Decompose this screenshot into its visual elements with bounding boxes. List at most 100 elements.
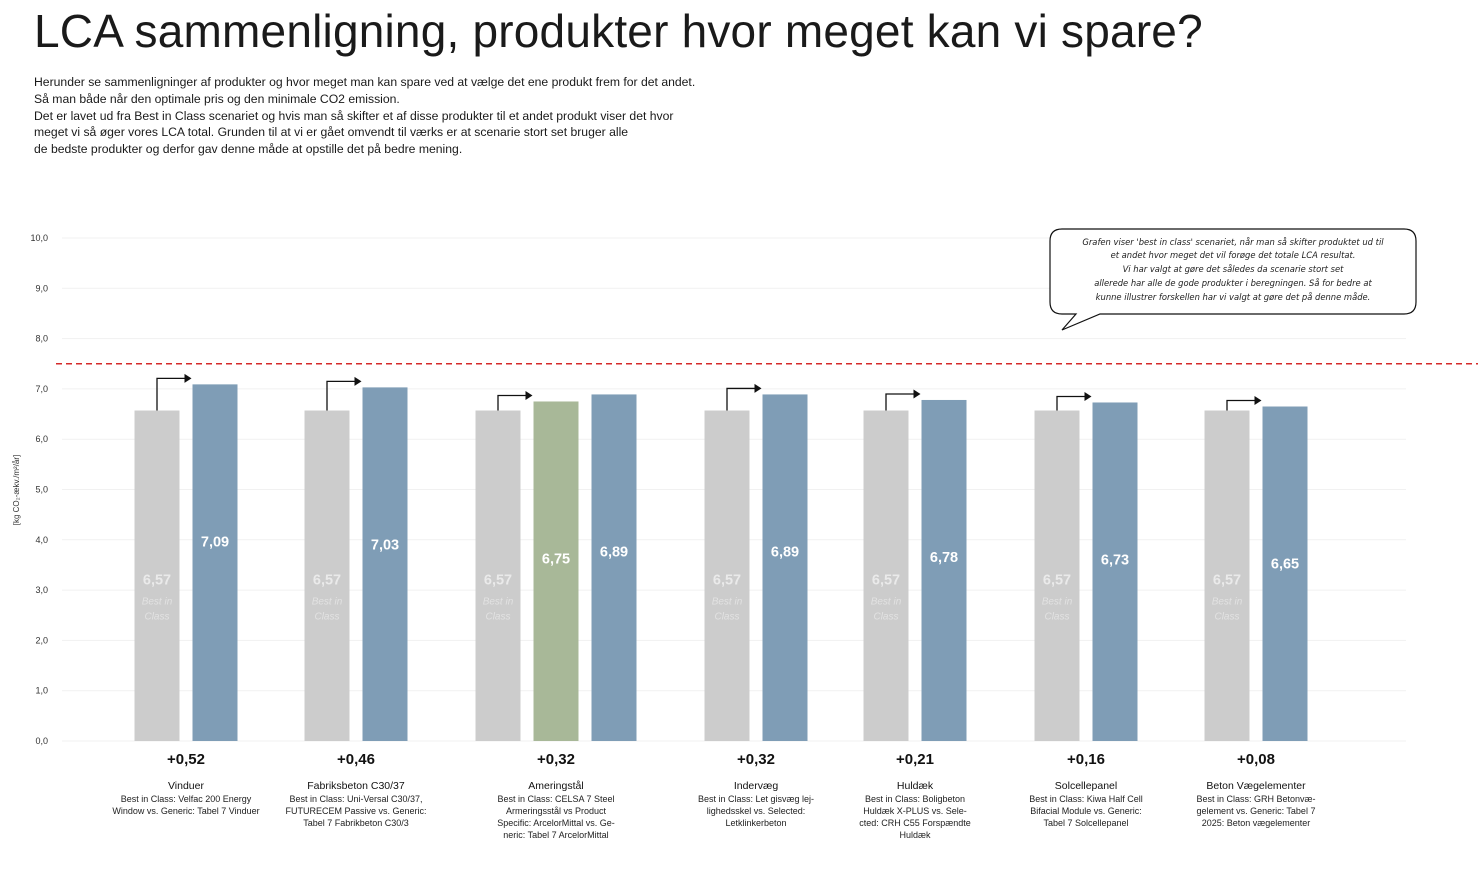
bar-sublabel: Class [485,612,510,623]
bar-value-label: 6,65 [1271,557,1299,573]
connector-arrow [726,387,755,411]
bar-sublabel: Class [873,612,898,623]
connector-arrow [1226,399,1255,411]
category-description: FUTURECEM Passive vs. Generic: [285,806,426,816]
category-label: Ameringstål [528,780,583,792]
connector-arrow [497,394,526,411]
note-line: kunne illustrer forskellen har vi valgt … [1096,292,1371,302]
y-axis-label: [kg CO₂-ækv./m²/år] [12,455,21,526]
arrow-head [354,376,362,386]
intro-line: Det er lavet ud fra Best in Class scenar… [34,108,674,123]
bar-best [863,410,909,741]
y-tick-label: 1,0 [35,686,48,696]
category-description: gelement vs. Generic: Tabel 7 [1197,806,1316,816]
bar-generic [762,394,808,741]
bar-value-label: 6,57 [872,573,900,589]
arrow-head [1084,391,1092,401]
bar-best [1034,410,1080,741]
note-line: allerede har alle de gode produkter i be… [1094,278,1372,288]
delta-label: +0,08 [1237,751,1275,768]
connector-arrow [1056,395,1085,411]
arrow-head [525,390,533,400]
arrow-head [913,389,921,399]
y-tick-label: 0,0 [35,736,48,746]
intro-line: Så man både når den optimale pris og den… [34,91,400,106]
y-tick-label: 10,0 [30,233,48,243]
arrow-head [1254,396,1262,406]
bar-value-label: 6,57 [713,573,741,589]
connector-arrow [156,377,185,411]
category-description: Best in Class: Kiwa Half Cell [1029,794,1143,804]
category-description: 2025: Beton vægelementer [1202,818,1311,828]
arrow-head [184,373,192,383]
category-label: Beton Vægelementer [1206,780,1306,792]
y-axis: 0,0 1,0 2,0 3,0 4,0 5,0 6,0 7,0 8,0 9,0 10,0 [kg CO… [12,233,48,746]
speech-bubble-note: Grafen viser 'best in class' scenariet, … [1049,228,1417,331]
bar-sublabel: Class [314,612,339,623]
page-title: LCA sammenligning, produkter hvor meget … [34,5,1203,57]
bar-value-label: 6,57 [1213,573,1241,589]
intro-text: Herunder se sammenligninger af produkter… [34,74,734,158]
bar-generic [921,399,967,741]
bar-generic [1262,406,1308,741]
y-tick-label: 3,0 [35,585,48,595]
bar-value-label: 6,78 [930,550,958,566]
bar-best [304,410,350,741]
category-description: Specific: ArcelorMittal vs. Ge- [497,818,615,828]
category-description: Best in Class: Let gisvæg lej- [698,794,814,804]
y-tick-label: 7,0 [35,384,48,394]
bar-sublabel: Best in [312,597,343,608]
bar-best [134,410,180,741]
delta-label: +0,32 [737,751,775,768]
bar-value-label: 7,09 [201,534,229,550]
bar-sublabel: Best in [1212,597,1243,608]
bar-value-label: 6,57 [313,573,341,589]
y-tick-label: 4,0 [35,535,48,545]
category-label: Solcellepanel [1055,780,1117,792]
bar-generic [362,387,408,741]
category-description: Best in Class: CELSA 7 Steel [497,794,614,804]
bar-best [704,410,750,741]
bar-sublabel: Best in [712,597,743,608]
intro-line: meget vi så øger vores LCA total. Grunde… [34,125,629,140]
category-description: Best in Class: Boligbeton [865,794,965,804]
category-label: Indervæg [734,780,779,792]
y-tick-label: 6,0 [35,434,48,444]
connector-arrow [326,380,355,411]
category-description: Best in Class: Uni-Versal C30/37, [289,794,422,804]
y-tick-label: 2,0 [35,635,48,645]
category-description: Window vs. Generic: Tabel 7 Vinduer [112,806,259,816]
intro-line: Herunder se sammenligninger af produkter… [34,75,696,89]
bar-value-label: 6,75 [542,551,570,567]
note-line: Vi har valgt at gøre det således da scen… [1123,264,1345,274]
bar-sublabel: Class [714,612,739,623]
arrow-head [754,383,762,393]
y-tick-label: 5,0 [35,485,48,495]
bar-generic [1092,402,1138,741]
bar-best [1204,410,1250,741]
category-description: Armeringsstål vs Product [506,806,607,816]
category-description: Bifacial Module vs. Generic: [1030,806,1142,816]
bar-value-label: 6,57 [143,573,171,589]
bar-value-label: 6,57 [484,573,512,589]
category-description: Tabel 7 Solcellepanel [1043,818,1128,828]
bar-sublabel: Class [1044,612,1069,623]
bar-generic [591,394,637,741]
chart-bars [134,384,1308,741]
bar-value-label: 6,73 [1101,552,1129,568]
delta-label: +0,21 [896,751,934,768]
category-description: Tabel 7 Fabrikbeton C30/3 [303,818,409,828]
bar-sublabel: Class [1214,612,1239,623]
bar-generic [192,384,238,741]
delta-label: +0,52 [167,751,205,768]
category-label: Huldæk [897,780,934,792]
chart-labels: 6,57 Best in Class 7,09 +0,52 Vinduer Best in … [112,373,1316,840]
delta-label: +0,16 [1067,751,1105,768]
delta-label: +0,32 [537,751,575,768]
delta-label: +0,46 [337,751,375,768]
category-description: Best in Class: Velfac 200 Energy [121,794,252,804]
category-description: Letklinkerbeton [725,818,786,828]
bar-sublabel: Best in [871,597,902,608]
note-line: Grafen viser 'best in class' scenariet, … [1082,237,1384,247]
